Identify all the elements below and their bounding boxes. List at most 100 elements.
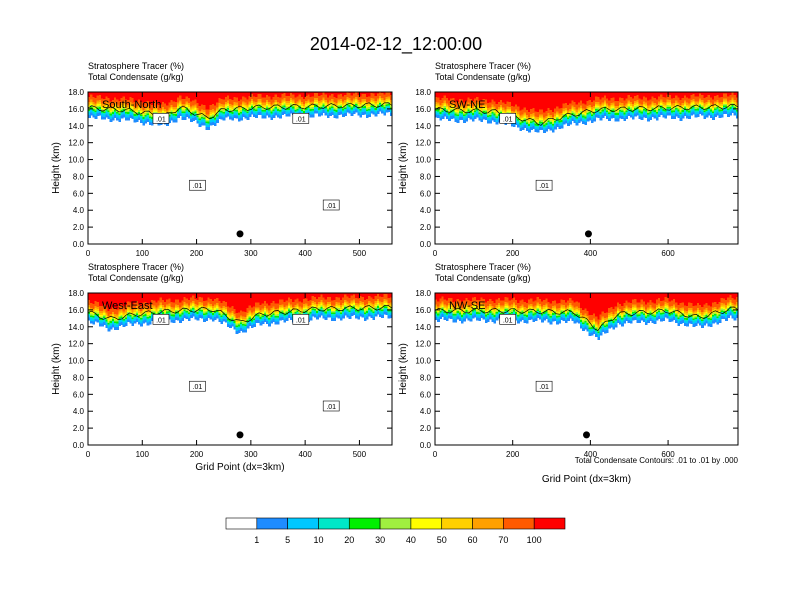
tracer-cell [651,103,655,106]
tracer-cell [515,109,518,112]
tracer-cell [92,96,96,102]
tracer-cell [322,311,326,314]
tracer-cell [486,306,490,309]
tracer-cell [96,317,100,320]
tracer-cell [177,313,180,316]
tracer-cell [675,104,678,107]
tracer-cell [435,104,438,106]
tracer-cell [272,92,276,98]
tracer-cell [729,108,733,111]
tracer-cell [584,92,588,105]
tracer-cell [623,109,627,112]
tracer-cell [365,306,369,308]
tracer-cell [478,312,482,315]
tracer-cell [469,109,473,112]
tracer-cell [196,118,200,121]
tracer-cell [109,106,113,109]
tracer-cell [114,109,117,112]
tracer-cell [506,311,510,313]
tracer-cell [309,304,313,307]
tracer-cell [688,108,691,111]
tracer-cell [207,313,211,316]
tracer-cell [137,304,141,310]
tracer-cell [352,92,356,94]
tracer-cell [331,293,334,301]
tracer-cell [174,306,178,309]
tracer-cell [376,100,380,103]
tracer-cell [339,310,343,313]
tracer-cell [344,112,347,116]
tracer-cell [168,303,172,306]
tracer-cell [255,106,258,108]
tracer-cell [567,92,570,106]
tracer-cell [92,319,96,322]
tracer-cell [346,107,350,110]
tracer-cell [129,114,133,118]
tracer-cell [218,308,222,311]
tracer-cell [517,92,521,107]
tracer-cell [96,105,100,108]
tracer-cell [493,92,497,102]
tracer-cell [562,293,566,301]
y-tick-label: 10.0 [68,357,84,366]
tracer-cell [621,106,624,109]
tracer-cell [545,298,549,304]
tracer-cell [642,108,646,111]
tracer-cell [435,313,438,316]
tracer-cell [240,115,243,118]
tracer-cell [153,101,156,107]
contour-label-box [499,113,517,124]
tracer-cell [118,108,122,110]
tracer-cell [549,122,553,124]
tracer-cell [482,309,486,312]
tracer-cell [213,313,217,315]
tracer-cell [618,111,622,114]
tracer-cell [491,110,495,112]
tracer-cell [530,314,533,317]
tracer-cell [467,102,471,105]
tracer-cell [177,109,180,112]
tracer-cell [575,120,579,123]
tracer-cell [122,318,126,321]
tracer-cell [203,301,206,307]
tracer-cell [192,307,195,310]
y-tick-label: 4.0 [73,206,85,215]
x-axis-label: Grid Point (dx=3km) [195,462,284,473]
tracer-cell [534,125,538,128]
tracer-cell [157,310,161,313]
tracer-cell [253,306,256,312]
tracer-cell [190,302,193,305]
tracer-cell [558,310,562,312]
tracer-cell [137,293,141,305]
tracer-cell [370,308,374,310]
tracer-cell [120,313,124,315]
tracer-cell [435,310,438,312]
tracer-cell [592,107,596,110]
tracer-cell [359,308,363,310]
tracer-cell [467,108,471,110]
tracer-cell [313,103,317,106]
y-tick-label: 18.0 [68,289,84,298]
tracer-cell [350,313,354,316]
tracer-cell [187,115,191,119]
tracer-cell [660,104,663,107]
tracer-cell [569,119,572,122]
tracer-cell [554,316,557,319]
tracer-cell [285,96,289,102]
tracer-cell [445,314,449,317]
tracer-cell [608,107,611,110]
tracer-cell [482,98,486,104]
tracer-cell [668,101,672,104]
tracer-cell [647,100,650,106]
tracer-cell [305,108,308,110]
tracer-cell [305,298,308,304]
tracer-cell [543,124,546,127]
tracer-cell [122,101,126,104]
tracer-cell [135,101,139,107]
tracer-cell [346,307,350,309]
tracer-cell [246,312,250,315]
tracer-cell [515,305,518,308]
tracer-cell [316,106,319,109]
tracer-cell [98,94,102,101]
tracer-cell [129,309,133,312]
